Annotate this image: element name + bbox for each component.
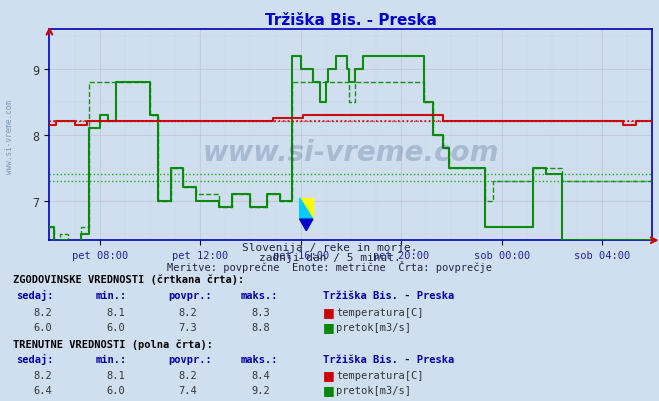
Title: Tržiška Bis. - Preska: Tržiška Bis. - Preska [265,12,437,28]
Text: povpr.:: povpr.: [168,291,212,301]
Text: 6.0: 6.0 [106,385,125,395]
Text: ■: ■ [323,368,335,381]
Text: maks.:: maks.: [241,291,278,301]
Text: 8.8: 8.8 [251,322,270,332]
Text: www.si-vreme.com: www.si-vreme.com [203,138,499,166]
Text: ZGODOVINSKE VREDNOSTI (črtkana črta):: ZGODOVINSKE VREDNOSTI (črtkana črta): [13,274,244,285]
Text: 8.2: 8.2 [179,370,197,380]
Text: TRENUTNE VREDNOSTI (polna črta):: TRENUTNE VREDNOSTI (polna črta): [13,338,213,349]
Text: pretok[m3/s]: pretok[m3/s] [336,385,411,395]
Polygon shape [300,198,313,220]
Text: min.:: min.: [96,354,127,364]
Text: 8.4: 8.4 [251,370,270,380]
Text: temperatura[C]: temperatura[C] [336,370,424,380]
Text: Tržiška Bis. - Preska: Tržiška Bis. - Preska [323,354,454,364]
Text: Meritve: povprečne  Enote: metrične  Črta: povprečje: Meritve: povprečne Enote: metrične Črta:… [167,261,492,273]
Text: 6.0: 6.0 [34,322,52,332]
Text: povpr.:: povpr.: [168,354,212,364]
Text: 8.3: 8.3 [251,307,270,317]
Text: 8.2: 8.2 [179,307,197,317]
Text: 7.3: 7.3 [179,322,197,332]
Text: Tržiška Bis. - Preska: Tržiška Bis. - Preska [323,291,454,301]
Text: 8.2: 8.2 [34,307,52,317]
Text: 7.4: 7.4 [179,385,197,395]
Polygon shape [300,220,313,231]
Text: 8.2: 8.2 [34,370,52,380]
Text: ■: ■ [323,320,335,333]
Text: maks.:: maks.: [241,354,278,364]
Text: pretok[m3/s]: pretok[m3/s] [336,322,411,332]
Text: 9.2: 9.2 [251,385,270,395]
Text: ■: ■ [323,383,335,396]
Text: Slovenija / reke in morje.: Slovenija / reke in morje. [242,243,417,253]
Text: 6.0: 6.0 [106,322,125,332]
Text: ■: ■ [323,305,335,318]
Text: 6.4: 6.4 [34,385,52,395]
Text: www.si-vreme.com: www.si-vreme.com [5,99,14,173]
Text: sedaj:: sedaj: [16,290,54,301]
Text: min.:: min.: [96,291,127,301]
Text: temperatura[C]: temperatura[C] [336,307,424,317]
Text: 8.1: 8.1 [106,370,125,380]
Polygon shape [300,198,313,220]
Text: zadnji dan / 5 minut.: zadnji dan / 5 minut. [258,253,401,263]
Text: sedaj:: sedaj: [16,353,54,364]
Text: 8.1: 8.1 [106,307,125,317]
